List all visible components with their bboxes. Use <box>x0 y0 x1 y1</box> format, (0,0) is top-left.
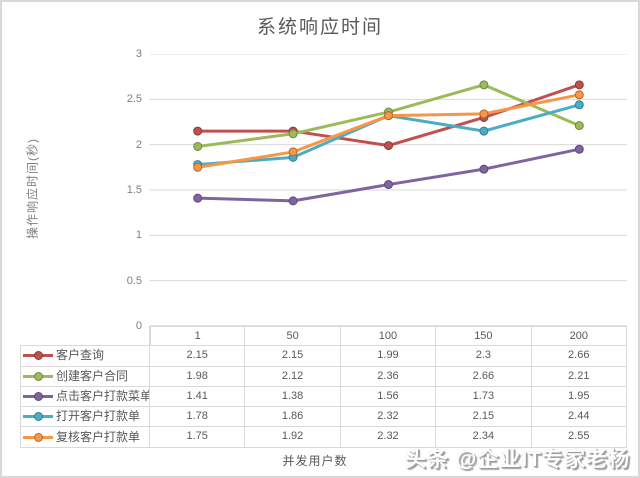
y-tick-label: 0 <box>135 320 142 332</box>
table-value-cell: 1.86 <box>245 407 341 428</box>
data-point-marker <box>384 180 393 190</box>
table-value-cell: 2.66 <box>531 346 627 367</box>
legend-line-marker-icon <box>23 351 53 361</box>
y-tick-label: 1 <box>135 229 142 242</box>
legend-label: 点击客户打款菜单 <box>56 389 150 404</box>
legend-item: 客户查询 <box>20 346 150 367</box>
data-point-marker <box>574 100 584 110</box>
table-value-cell: 1.95 <box>531 386 627 408</box>
data-point-marker <box>479 80 489 90</box>
legend-item: 创建客户合同 <box>20 366 150 387</box>
y-tick-label: 2 <box>135 138 142 151</box>
data-point-marker <box>384 111 393 121</box>
table-value-cell: 1.38 <box>245 386 341 408</box>
table-value-cell: 2.21 <box>531 366 627 387</box>
legend-label: 客户查询 <box>56 348 105 363</box>
table-header-cell: 200 <box>531 326 627 347</box>
table-value-cell: 1.99 <box>340 346 437 367</box>
chart-title: 系统响应时间 <box>256 17 383 38</box>
table-header-cell: 50 <box>245 326 341 347</box>
data-point-marker <box>193 162 203 172</box>
y-tick-label: 3 <box>135 48 142 60</box>
table-value-cell: 1.73 <box>436 386 532 408</box>
data-point-marker <box>574 80 584 90</box>
data-point-marker <box>479 126 489 136</box>
data-table: 1 50 100 150 200 客户查询 2.15 2.15 1.99 2.3 2.66 创建客户合… <box>20 326 627 448</box>
table-value-cell: 1.78 <box>150 407 246 428</box>
data-point-marker <box>479 164 489 174</box>
legend-label: 创建客户合同 <box>56 368 129 383</box>
data-point-marker <box>288 147 298 157</box>
legend-line-marker-icon <box>23 432 53 442</box>
y-tick-label: 1.5 <box>126 184 142 196</box>
legend-label: 复核客户打款单 <box>56 429 141 444</box>
table-value-cell: 1.41 <box>150 386 246 408</box>
table-value-cell: 2.15 <box>436 407 532 428</box>
legend-item: 复核客户打款单 <box>20 427 150 448</box>
table-value-cell: 1.75 <box>150 427 246 448</box>
table-value-cell: 1.98 <box>150 366 246 387</box>
data-point-marker <box>574 121 584 131</box>
table-value-cell: 2.32 <box>340 407 437 428</box>
table-value-cell: 2.44 <box>531 407 627 428</box>
table-value-cell: 2.12 <box>245 366 341 387</box>
table-value-cell: 2.34 <box>436 427 532 448</box>
table-value-cell: 2.15 <box>245 346 341 367</box>
y-axis-title: 操作响应时间(秒) <box>25 138 40 239</box>
plot-area <box>150 54 627 326</box>
table-value-cell: 2.15 <box>150 346 246 367</box>
x-axis-title: 并发用户数 <box>282 454 348 468</box>
table-value-cell: 2.3 <box>436 346 532 367</box>
table-value-cell: 2.32 <box>340 427 437 448</box>
data-point-marker <box>193 141 203 151</box>
legend-label: 打开客户打款单 <box>56 409 141 424</box>
data-point-marker <box>574 90 584 100</box>
table-value-cell: 1.56 <box>340 386 437 408</box>
legend-item: 点击客户打款菜单 <box>20 386 150 408</box>
y-tick-label: 2.5 <box>126 93 142 106</box>
table-value-cell: 2.55 <box>531 427 627 448</box>
watermark: 头条 @企业IT专家老杨 <box>405 448 630 471</box>
table-value-cell: 2.66 <box>436 366 532 387</box>
legend-line-marker-icon <box>23 371 53 381</box>
legend-line-marker-icon <box>23 412 53 422</box>
table-value-cell: 1.92 <box>245 427 341 448</box>
table-header-cell: 150 <box>436 326 532 347</box>
table-corner-cell <box>20 326 150 347</box>
data-point-marker <box>193 193 203 203</box>
legend-item: 打开客户打款单 <box>20 407 150 428</box>
y-tick-label: 0.5 <box>126 274 142 287</box>
data-point-marker <box>574 144 584 154</box>
data-point-marker <box>288 129 298 139</box>
legend-line-marker-icon <box>23 392 53 402</box>
data-point-marker <box>288 196 298 206</box>
table-header-cell: 1 <box>150 326 246 347</box>
data-point-marker <box>384 141 393 151</box>
data-point-marker <box>479 109 489 119</box>
data-point-marker <box>193 126 203 136</box>
table-header-cell: 100 <box>340 326 437 347</box>
table-value-cell: 2.36 <box>340 366 437 387</box>
